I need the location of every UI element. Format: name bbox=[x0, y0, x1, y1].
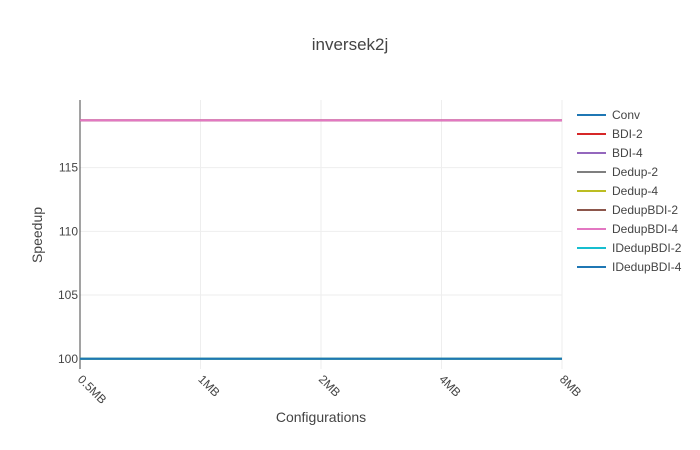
x-tick-label: 2MB bbox=[316, 372, 343, 399]
legend-label: Conv bbox=[612, 108, 640, 122]
legend: Conv BDI-2 BDI-4 Dedup-2 Dedup-4 DedupBDI-2 De… bbox=[577, 108, 682, 274]
legend-label: Dedup-2 bbox=[612, 165, 658, 179]
legend-label: Dedup-4 bbox=[612, 184, 658, 198]
y-tick-label: 105 bbox=[58, 288, 78, 302]
x-tick-label: 0.5MB bbox=[75, 372, 109, 406]
legend-label: DedupBDI-4 bbox=[612, 222, 678, 236]
legend-label: BDI-2 bbox=[612, 127, 643, 141]
legend-label: IDedupBDI-2 bbox=[612, 241, 682, 255]
y-axis-title: Speedup bbox=[29, 207, 45, 263]
legend-label: DedupBDI-2 bbox=[612, 203, 678, 217]
legend-label: BDI-4 bbox=[612, 146, 643, 160]
grid-layer bbox=[80, 100, 563, 369]
x-tick-label: 8MB bbox=[557, 372, 584, 399]
x-tick-label: 4MB bbox=[436, 372, 463, 399]
y-tick-label: 115 bbox=[59, 161, 78, 175]
x-tick-label: 1MB bbox=[195, 372, 222, 399]
series-layer bbox=[80, 119, 562, 360]
y-tick-label: 100 bbox=[58, 352, 78, 366]
x-axis-title: Configurations bbox=[276, 409, 366, 425]
legend-label: IDedupBDI-4 bbox=[612, 260, 682, 274]
chart-title: inversek2j bbox=[312, 35, 389, 54]
y-tick-label: 110 bbox=[59, 224, 78, 238]
